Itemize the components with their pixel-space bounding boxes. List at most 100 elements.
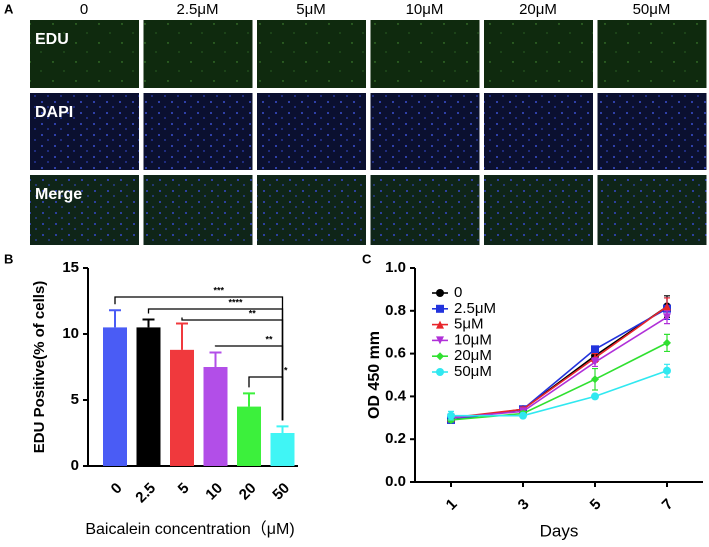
x-tick-label: 20	[236, 480, 260, 504]
x-tick-label: 10	[202, 480, 226, 504]
x-tick-label: 5	[175, 480, 193, 498]
y-tick-label: 0.2	[385, 430, 406, 447]
y-tick-label: 5	[71, 391, 79, 408]
y-axis-title: OD 450 mm	[366, 331, 383, 419]
line	[451, 369, 668, 417]
row-label: Merge	[35, 186, 82, 203]
point	[447, 411, 455, 420]
micrograph	[143, 93, 253, 170]
point	[519, 411, 527, 420]
row-label: DAPI	[35, 104, 73, 121]
x-axis-title: Days	[540, 521, 579, 540]
bar	[136, 327, 161, 466]
micrograph	[30, 93, 139, 170]
y-tick-label: 10	[62, 325, 79, 342]
y-tick-label: 0.0	[385, 473, 406, 490]
point	[663, 313, 671, 322]
micrograph	[597, 175, 707, 245]
error-bar	[109, 309, 121, 328]
y-tick-label: 1.0	[385, 259, 406, 276]
significance-label: **	[265, 334, 273, 344]
micrograph	[484, 20, 593, 88]
point	[591, 345, 599, 354]
column-label: 10μM	[406, 1, 444, 18]
micrograph	[484, 175, 593, 245]
legend-marker	[436, 352, 444, 361]
legend-marker	[436, 304, 444, 313]
error-bar	[209, 351, 222, 367]
legend-label: 20μM	[454, 347, 492, 364]
point	[663, 302, 671, 311]
column-label: 2.5μM	[177, 1, 219, 18]
micrograph	[370, 93, 480, 170]
micrograph	[143, 175, 253, 245]
y-tick-label: 0.8	[385, 302, 406, 319]
y-tick-label: 0	[71, 457, 79, 474]
x-tick-label: 0	[108, 480, 126, 498]
line	[450, 305, 668, 419]
y-tick-label: 0.6	[385, 345, 406, 362]
y-tick-label: 15	[62, 259, 79, 276]
error-bar	[142, 318, 155, 328]
column-label: 5μM	[296, 1, 325, 18]
point	[591, 358, 599, 367]
micrograph	[370, 175, 480, 245]
bar	[270, 433, 295, 466]
micrograph	[597, 93, 707, 170]
panel-letter: A	[4, 1, 14, 16]
x-tick-label: 5	[587, 496, 605, 514]
error-bar	[276, 425, 289, 433]
legend-label: 10μM	[454, 331, 492, 348]
significance-bracket	[248, 376, 284, 421]
legend-label: 5μM	[454, 316, 483, 333]
micrograph	[30, 20, 139, 88]
micrograph	[257, 93, 366, 170]
micrograph	[257, 175, 366, 245]
x-tick-label: 1	[443, 496, 461, 514]
legend-marker	[436, 289, 444, 297]
point	[591, 392, 599, 401]
legend-label: 0	[454, 284, 462, 301]
line	[450, 342, 668, 421]
error-bar	[243, 392, 255, 407]
column-label: 20μM	[519, 1, 557, 18]
legend-marker	[436, 368, 444, 376]
x-tick-label: 3	[515, 496, 533, 514]
micrograph	[143, 20, 253, 88]
point	[663, 366, 671, 375]
line	[450, 316, 668, 419]
bar	[170, 349, 194, 466]
panel-letter: B	[4, 251, 13, 266]
bar	[103, 327, 127, 466]
y-axis-title: EDU Positive(% of cells)	[31, 281, 48, 454]
error-bar	[176, 322, 188, 350]
x-tick-label: 7	[659, 496, 677, 514]
significance-label: **	[249, 308, 257, 318]
micrograph	[257, 20, 366, 88]
x-axis-title: Baicalein concentration（μM)	[85, 520, 294, 538]
panel-letter: C	[362, 251, 372, 266]
bar	[203, 367, 228, 466]
point	[663, 338, 671, 347]
significance-label: ****	[228, 297, 243, 307]
legend-marker	[436, 336, 444, 345]
legend-marker	[436, 320, 444, 329]
micrograph	[484, 93, 593, 170]
column-label: 50μM	[633, 1, 671, 18]
x-tick-label: 2.5	[132, 480, 159, 507]
significance-label: *	[284, 365, 288, 375]
bar	[237, 406, 261, 466]
x-tick-label: 50	[269, 480, 293, 504]
legend-label: 50μM	[454, 363, 492, 380]
legend-label: 2.5μM	[454, 300, 496, 317]
significance-label: ***	[213, 285, 224, 295]
micrograph	[597, 20, 707, 88]
column-label: 0	[80, 1, 88, 18]
micrograph	[30, 175, 139, 245]
point	[591, 375, 599, 384]
y-tick-label: 0.4	[385, 387, 407, 404]
significance-bracket	[181, 317, 284, 421]
row-label: EDU	[35, 31, 69, 48]
micrograph	[370, 20, 480, 88]
